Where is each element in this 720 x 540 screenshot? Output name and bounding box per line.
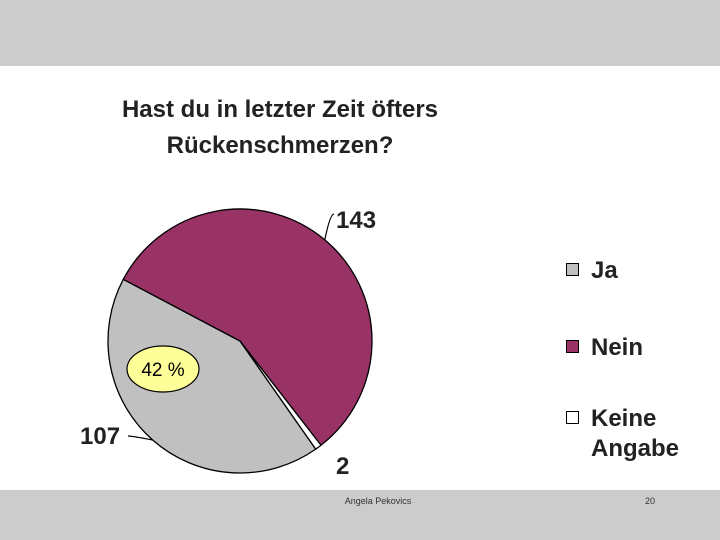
chart-title: Hast du in letzter Zeit öfters Rückensch… xyxy=(110,92,450,164)
percent-callout-text: 42 % xyxy=(141,360,184,381)
leader-line-ja xyxy=(127,435,153,441)
footer-author: Angela Pekovics xyxy=(344,496,412,506)
data-label-ja: 107 xyxy=(80,423,120,450)
legend-swatch-nein xyxy=(566,340,579,353)
percent-callout-bubble xyxy=(126,345,200,393)
chart-title-line-2: Rückenschmerzen? xyxy=(166,132,394,159)
legend-swatch-keine-angabe xyxy=(566,411,579,424)
footer-page-number: 20 xyxy=(644,496,655,506)
legend-item-keine-angabe: Keine Angabe xyxy=(566,404,679,464)
data-label-keine-angabe: 2 xyxy=(336,453,349,480)
data-label-nein: 143 xyxy=(336,207,376,234)
legend-label-keine-angabe: Keine Angabe xyxy=(591,405,680,462)
legend-item-ja: Ja xyxy=(566,256,618,286)
pie-slice-keine-angabe xyxy=(239,340,322,451)
leader-line-nein xyxy=(324,213,335,241)
legend-item-nein: Nein xyxy=(566,333,643,363)
chart-title-line-1: Hast du in letzter Zeit öfters xyxy=(121,96,439,123)
legend-label-nein: Nein xyxy=(591,334,644,361)
legend-label-ja: Ja xyxy=(591,257,618,284)
top-band xyxy=(0,0,720,66)
legend-swatch-ja xyxy=(566,263,579,276)
bottom-band xyxy=(0,490,720,540)
